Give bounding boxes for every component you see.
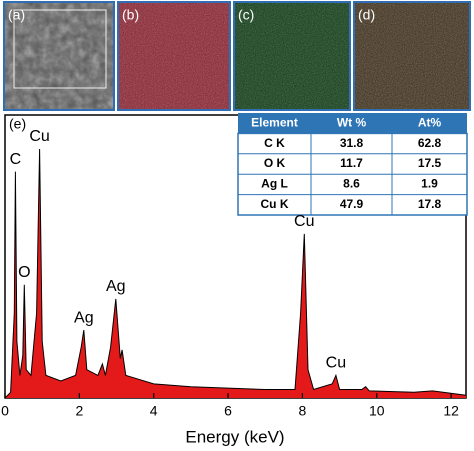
map-texture	[235, 3, 349, 109]
x-tick-label: 8	[299, 403, 307, 419]
panel-label: (e)	[9, 116, 26, 132]
x-tick-label: 0	[1, 403, 9, 419]
composition-table: Element Wt % At% C K 31.8 62.8 O K 11.7 17.5 Ag L…	[237, 113, 468, 216]
panel-label: (d)	[358, 7, 375, 23]
table-cell: 47.9	[340, 197, 364, 211]
peak-label: Ag	[106, 278, 126, 295]
x-tick-label: 6	[224, 403, 232, 419]
table-cell: 31.8	[340, 136, 364, 150]
table-cell: O K	[264, 156, 286, 170]
map-region	[13, 9, 107, 89]
table-column-header: Wt %	[337, 115, 367, 129]
map-texture	[355, 3, 469, 109]
table-cell: Cu K	[261, 197, 289, 211]
peak-label: Cu	[326, 355, 346, 372]
panel-label: (c)	[238, 7, 254, 23]
table-cell: Ag L	[261, 177, 288, 191]
x-tick-label: 10	[369, 403, 385, 419]
table-cell: 17.8	[418, 197, 442, 211]
table-cell: 11.7	[340, 156, 363, 170]
table-cell: 1.9	[421, 177, 438, 191]
micrographs: (a) (b) (c) (d)	[3, 1, 471, 111]
peak-label: Ag	[74, 309, 94, 326]
peak-label: C	[10, 151, 22, 168]
peak-label: Cu	[29, 128, 49, 145]
table-cell: 62.8	[418, 136, 442, 150]
x-axis-title: Energy (keV)	[185, 427, 284, 446]
table-column-header: At%	[418, 115, 442, 129]
table-header	[238, 113, 467, 134]
panel-label: (b)	[122, 7, 139, 23]
sem-texture	[5, 3, 113, 109]
spectrum	[4, 148, 467, 399]
x-tick-label: 2	[75, 403, 83, 419]
table-cell: C K	[264, 136, 285, 150]
panel-label: (a)	[8, 7, 25, 23]
peak-label: Cu	[294, 213, 314, 230]
table-cell: 8.6	[343, 177, 360, 191]
table-cell: 17.5	[418, 156, 442, 170]
x-tick-label: 4	[150, 403, 158, 419]
x-tick-label: 12	[443, 403, 459, 419]
peak-label: O	[18, 264, 30, 281]
map-texture	[119, 3, 229, 109]
table-column-header: Element	[251, 115, 298, 129]
